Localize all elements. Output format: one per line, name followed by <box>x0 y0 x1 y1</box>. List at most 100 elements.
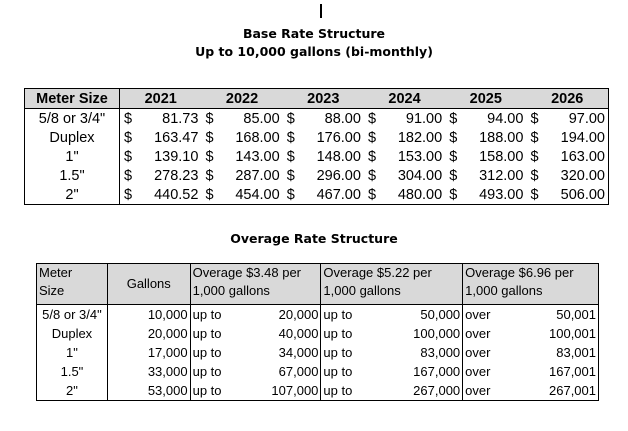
rate-value-cell: 278.23 <box>154 167 199 184</box>
gallons-cell: 20,000 <box>107 324 191 343</box>
year-header: 2022 <box>201 88 283 109</box>
tier1-limit-cell: 107,000 <box>226 381 322 401</box>
base-rate-table: Meter Size 2021 2022 2023 2024 2025 2026… <box>24 88 609 205</box>
meter-size-cell: 5/8 or 3/4" <box>24 108 120 128</box>
rate-value-cell: 467.00 <box>316 186 361 203</box>
rate-value-cell: 97.00 <box>542 108 609 128</box>
tier1-qualifier: up to <box>192 307 222 322</box>
tier1-header-line1: Overage $3.48 per <box>192 265 301 280</box>
rate-value-cell: 296.00 <box>316 167 361 184</box>
tier2-header-line2: 1,000 gallons <box>323 283 401 298</box>
tier2-limit-cell: 100,000 <box>356 324 464 343</box>
rate-value-cell: 493.00 <box>479 186 524 203</box>
currency-symbol: $ <box>449 129 458 146</box>
tier3-qualifier: over <box>465 307 491 322</box>
rate-value-cell: 139.10 <box>154 148 199 165</box>
meter-size-cell: Duplex <box>36 324 108 343</box>
currency-symbol: $ <box>449 148 458 165</box>
tier1-limit-cell: 20,000 <box>226 304 322 324</box>
currency-symbol: $ <box>449 167 458 184</box>
year-header: 2023 <box>282 88 364 109</box>
tier1-qualifier: up to <box>192 345 222 360</box>
rate-value-cell: 480.00 <box>397 186 443 203</box>
currency-symbol: $ <box>205 129 214 146</box>
overage-rate-title: Overage Rate Structure <box>230 231 398 246</box>
tier3-qualifier: over <box>465 345 491 360</box>
tier3-limit-cell: 100,001 <box>549 326 596 341</box>
rate-value-cell: 440.52 <box>154 186 199 203</box>
tier2-limit-cell: 83,000 <box>356 343 464 362</box>
tier3-limit-cell: 83,001 <box>556 345 596 360</box>
year-header: 2026 <box>526 88 609 109</box>
tier1-header-line2: 1,000 gallons <box>192 283 270 298</box>
tier3-header-line2: 1,000 gallons <box>465 283 543 298</box>
rate-value-cell: 168.00 <box>235 129 280 146</box>
base-rate-row: 2" $440.52 $454.00 $467.00 $480.00 $493.00 $50… <box>24 185 609 205</box>
gallons-cell: 53,000 <box>107 381 191 401</box>
year-header: 2025 <box>445 88 527 109</box>
meter-size-cell: 1.5" <box>36 362 108 381</box>
currency-symbol: $ <box>367 110 377 127</box>
tier2-qualifier: up to <box>323 345 353 360</box>
currency-symbol: $ <box>124 148 133 165</box>
meter-header-line1: Meter <box>39 265 73 280</box>
currency-symbol: $ <box>124 167 133 184</box>
rate-value-cell: 88.00 <box>324 110 361 127</box>
rate-value-cell: 91.00 <box>405 110 443 127</box>
rate-value-cell: 506.00 <box>542 185 609 205</box>
tier3-qualifier: over <box>465 364 491 379</box>
gallons-cell: 33,000 <box>107 362 191 381</box>
meter-size-cell: 1" <box>36 343 108 362</box>
currency-symbol: $ <box>449 186 458 203</box>
meter-size-cell: 2" <box>24 185 120 205</box>
currency-symbol: $ <box>286 129 295 146</box>
rate-value-cell: 454.00 <box>235 186 280 203</box>
tier3-header-line1: Overage $6.96 per <box>465 265 574 280</box>
overage-rate-row: 2" 53,000 up to 107,000 up to 267,000 over 267,… <box>36 381 599 401</box>
overage-header-row: Meter Size Gallons Overage $3.48 per 1,0… <box>36 263 599 305</box>
overage-rate-row: Duplex 20,000 up to 40,000 up to 100,000 over 1… <box>36 324 599 343</box>
currency-symbol: $ <box>449 110 458 127</box>
meter-size-cell: 5/8 or 3/4" <box>36 304 108 324</box>
currency-symbol: $ <box>286 167 295 184</box>
currency-symbol: $ <box>530 167 539 184</box>
tier2-header-line1: Overage $5.22 per <box>323 265 432 280</box>
currency-symbol: $ <box>367 129 377 146</box>
rate-value-cell: 176.00 <box>316 129 361 146</box>
tier3-limit-cell: 50,001 <box>556 307 596 322</box>
tier2-qualifier: up to <box>323 307 353 322</box>
currency-symbol: $ <box>286 110 295 127</box>
tier3-limit-cell: 167,001 <box>549 364 596 379</box>
rate-value-cell: 182.00 <box>397 129 443 146</box>
base-rate-row: 1" $139.10 $143.00 $148.00 $153.00 $158.00 $16… <box>24 147 609 166</box>
rate-value-cell: 194.00 <box>542 128 609 147</box>
currency-symbol: $ <box>530 129 539 146</box>
rate-value-cell: 143.00 <box>235 148 280 165</box>
tier2-limit-cell: 50,000 <box>356 304 464 324</box>
gallons-cell: 10,000 <box>107 304 191 324</box>
rate-value-cell: 85.00 <box>243 110 280 127</box>
rate-value-cell: 158.00 <box>479 148 524 165</box>
rate-value-cell: 312.00 <box>479 167 524 184</box>
base-rate-title: Base Rate Structure <box>242 26 386 41</box>
tier3-header: Overage $6.96 per 1,000 gallons <box>462 263 599 305</box>
rate-value-cell: 320.00 <box>542 166 609 185</box>
tier1-qualifier: up to <box>192 326 222 341</box>
currency-symbol: $ <box>205 110 214 127</box>
rate-value-cell: 188.00 <box>479 129 524 146</box>
base-rate-row: 5/8 or 3/4" $81.73 $85.00 $88.00 $91.00 $94.0… <box>24 108 609 128</box>
currency-symbol: $ <box>124 110 133 127</box>
tier2-header: Overage $5.22 per 1,000 gallons <box>320 263 464 305</box>
meter-size-header: Meter Size <box>36 263 108 305</box>
currency-symbol: $ <box>367 186 377 203</box>
tier2-qualifier: up to <box>323 364 353 379</box>
overage-rate-row: 1" 17,000 up to 34,000 up to 83,000 over 83,001 <box>36 343 599 362</box>
tier3-limit-cell: 267,001 <box>549 383 596 398</box>
rate-value-cell: 304.00 <box>397 167 443 184</box>
base-rate-subtitle: Up to 10,000 gallons (bi-monthly) <box>195 44 433 59</box>
rate-value-cell: 153.00 <box>397 148 443 165</box>
currency-symbol: $ <box>367 167 377 184</box>
currency-symbol: $ <box>286 186 295 203</box>
tier1-qualifier: up to <box>192 383 222 398</box>
rate-value-cell: 163.47 <box>154 129 199 146</box>
